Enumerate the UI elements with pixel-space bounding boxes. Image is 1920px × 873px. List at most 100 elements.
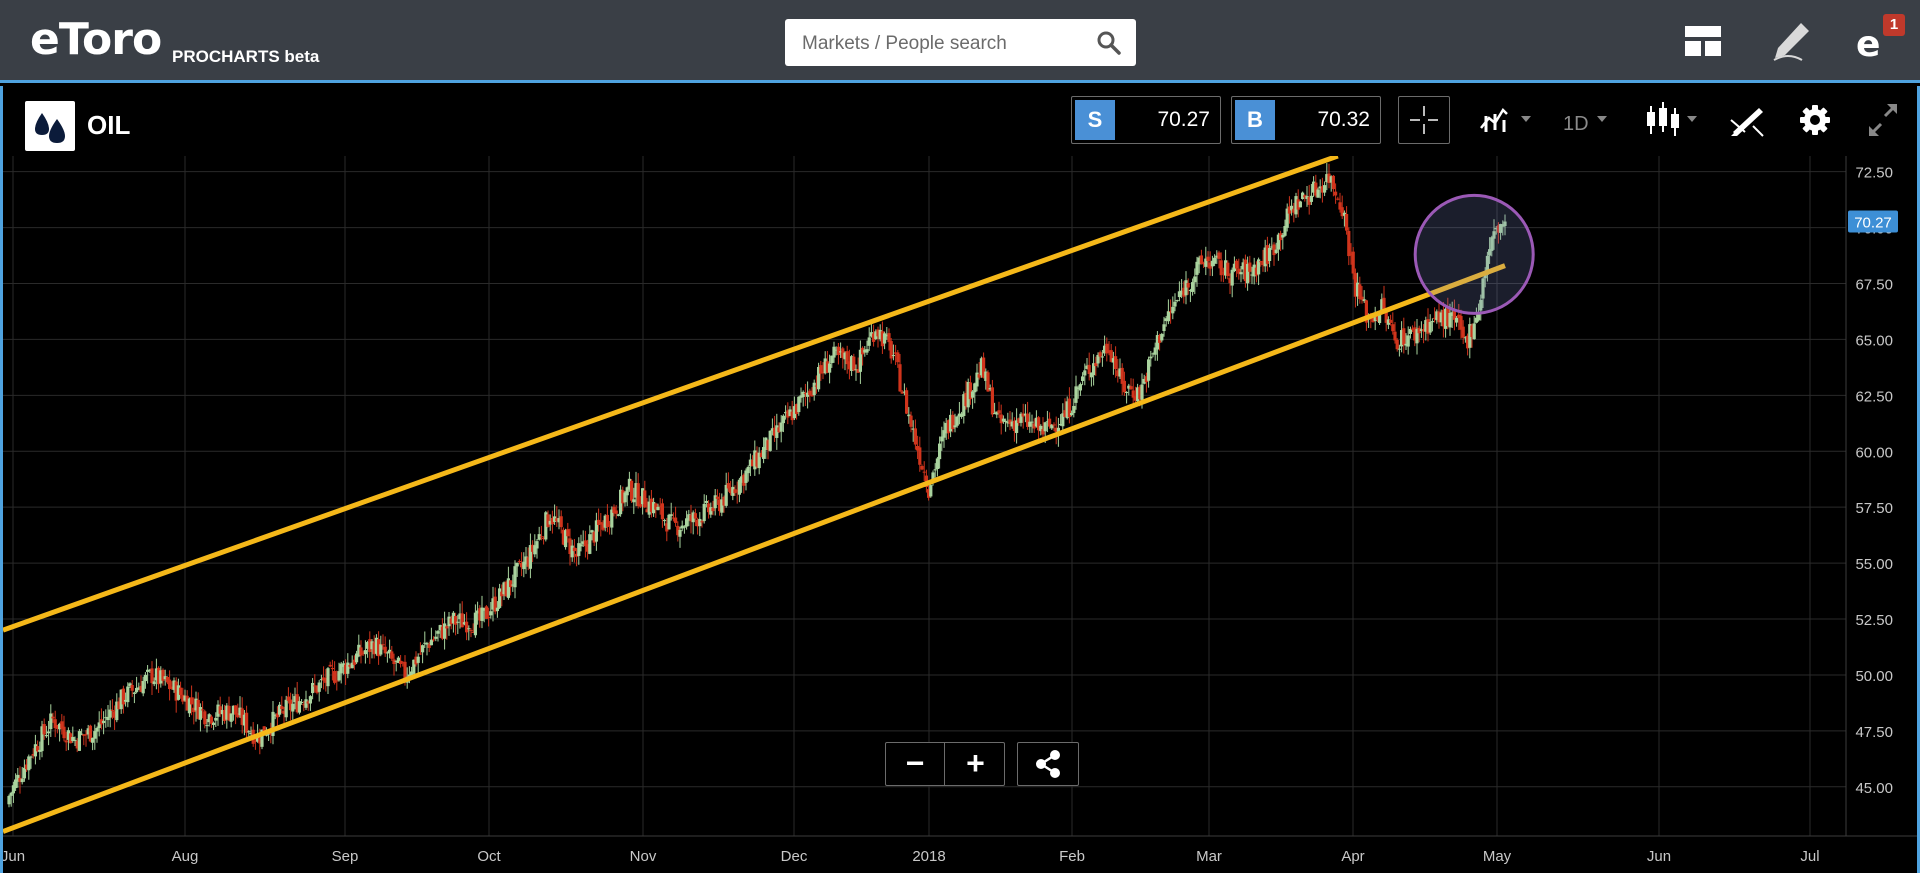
timeframe-chevron-icon[interactable] xyxy=(1593,96,1613,144)
candle-body xyxy=(828,363,832,373)
candle-body xyxy=(53,719,57,729)
channel-upper-line[interactable] xyxy=(3,156,1339,633)
candle-body xyxy=(1083,370,1087,376)
price-chart[interactable]: 72.5070.0067.5065.0062.5060.0057.5055.00… xyxy=(3,156,1917,873)
candle-body xyxy=(1019,413,1023,423)
candle-body xyxy=(95,728,99,732)
candle-body xyxy=(1305,196,1309,199)
candle-body xyxy=(1373,315,1377,322)
x-tick-label: Feb xyxy=(1059,848,1085,865)
zoom-out-button[interactable]: − xyxy=(886,743,945,785)
candle-body xyxy=(555,518,559,522)
candle-body xyxy=(427,644,431,648)
candle-body xyxy=(931,472,935,483)
candle-body xyxy=(119,689,123,710)
candle-body xyxy=(1070,412,1074,416)
indicators-icon[interactable] xyxy=(1473,96,1537,144)
candle-body xyxy=(196,699,200,719)
candle-body xyxy=(1360,296,1364,300)
notifications-icon[interactable]: e xyxy=(1850,18,1896,64)
candle-body xyxy=(634,483,638,498)
candle-body xyxy=(594,520,598,542)
candle-body xyxy=(1391,324,1395,332)
share-button[interactable] xyxy=(1017,742,1079,786)
candle-body xyxy=(766,440,770,450)
candle-body xyxy=(726,483,730,489)
candle-body xyxy=(663,520,667,522)
candle-body xyxy=(894,352,898,354)
candle-body xyxy=(1045,421,1049,423)
candle-body xyxy=(1450,312,1454,316)
fullscreen-icon[interactable] xyxy=(1861,96,1905,144)
candle-body xyxy=(1131,390,1135,398)
candle-body xyxy=(988,388,992,390)
candle-body xyxy=(1254,267,1258,276)
candle-body xyxy=(1477,312,1481,321)
current-price-tag: 70.27 xyxy=(1848,210,1898,233)
timeframe-selector[interactable]: 1D xyxy=(1563,113,1589,135)
zoom-in-button[interactable]: + xyxy=(966,745,985,781)
candle-body xyxy=(465,621,469,633)
candle-body xyxy=(665,523,669,532)
instrument-name[interactable]: OIL xyxy=(87,110,131,140)
candle-body xyxy=(1151,353,1155,355)
search-input[interactable]: Markets / People search xyxy=(785,19,1136,66)
layout-icon[interactable] xyxy=(1680,18,1726,64)
candle-body xyxy=(352,659,356,665)
candle-body xyxy=(372,642,376,655)
candle-body xyxy=(326,668,330,687)
candle-body xyxy=(1499,224,1503,233)
candle-body xyxy=(84,734,88,736)
candle-body xyxy=(1483,273,1487,279)
candle-body xyxy=(434,636,438,639)
candle-body xyxy=(212,722,216,725)
candle-body xyxy=(18,777,22,782)
candle-body xyxy=(14,779,18,789)
sell-price-button[interactable]: S 70.27 xyxy=(1071,96,1221,144)
candle-body xyxy=(942,430,946,438)
candle-body xyxy=(174,681,178,701)
candle-body xyxy=(1120,367,1124,384)
candle-body xyxy=(1325,174,1329,183)
candle-body xyxy=(1485,255,1489,275)
candle-body xyxy=(377,639,381,657)
candle-body xyxy=(797,396,801,413)
candle-body xyxy=(407,674,411,677)
candle-body xyxy=(1345,213,1349,231)
highlight-circle[interactable] xyxy=(1413,193,1535,315)
candle-body xyxy=(865,349,869,353)
channel-lower-line[interactable] xyxy=(3,263,1506,834)
candle-body xyxy=(1208,262,1212,269)
candle-body xyxy=(1023,413,1027,416)
buy-price-button[interactable]: B 70.32 xyxy=(1231,96,1381,144)
settings-gear-icon[interactable] xyxy=(1793,96,1837,144)
candle-body xyxy=(946,420,950,434)
candle-body xyxy=(194,698,198,711)
candle-body xyxy=(1118,368,1122,377)
drawing-tools-icon[interactable] xyxy=(1725,96,1769,144)
etoro-logo[interactable]: eToro xyxy=(30,14,162,65)
candle-body xyxy=(977,374,981,378)
x-tick-label: Apr xyxy=(1341,848,1364,865)
pencil-icon[interactable] xyxy=(1768,18,1814,64)
candle-body xyxy=(1202,263,1206,265)
search-icon[interactable] xyxy=(1096,30,1122,56)
candle-body xyxy=(240,708,244,725)
candlestick-type-icon[interactable] xyxy=(1641,96,1703,144)
candle-body xyxy=(755,452,759,467)
candle-body xyxy=(176,685,180,700)
candle-body xyxy=(304,699,308,708)
search-placeholder: Markets / People search xyxy=(802,33,1007,54)
candle-body xyxy=(1155,335,1159,350)
candle-body xyxy=(132,692,136,694)
candle-body xyxy=(289,699,293,711)
candle-body xyxy=(293,696,297,703)
candle-body xyxy=(29,756,33,758)
candle-body xyxy=(995,411,999,415)
candle-body xyxy=(1028,421,1032,427)
crosshair-button[interactable] xyxy=(1398,96,1450,144)
candle-body xyxy=(157,667,161,685)
candle-body xyxy=(1452,310,1456,320)
candle-body xyxy=(451,612,455,624)
candle-body xyxy=(324,678,328,683)
